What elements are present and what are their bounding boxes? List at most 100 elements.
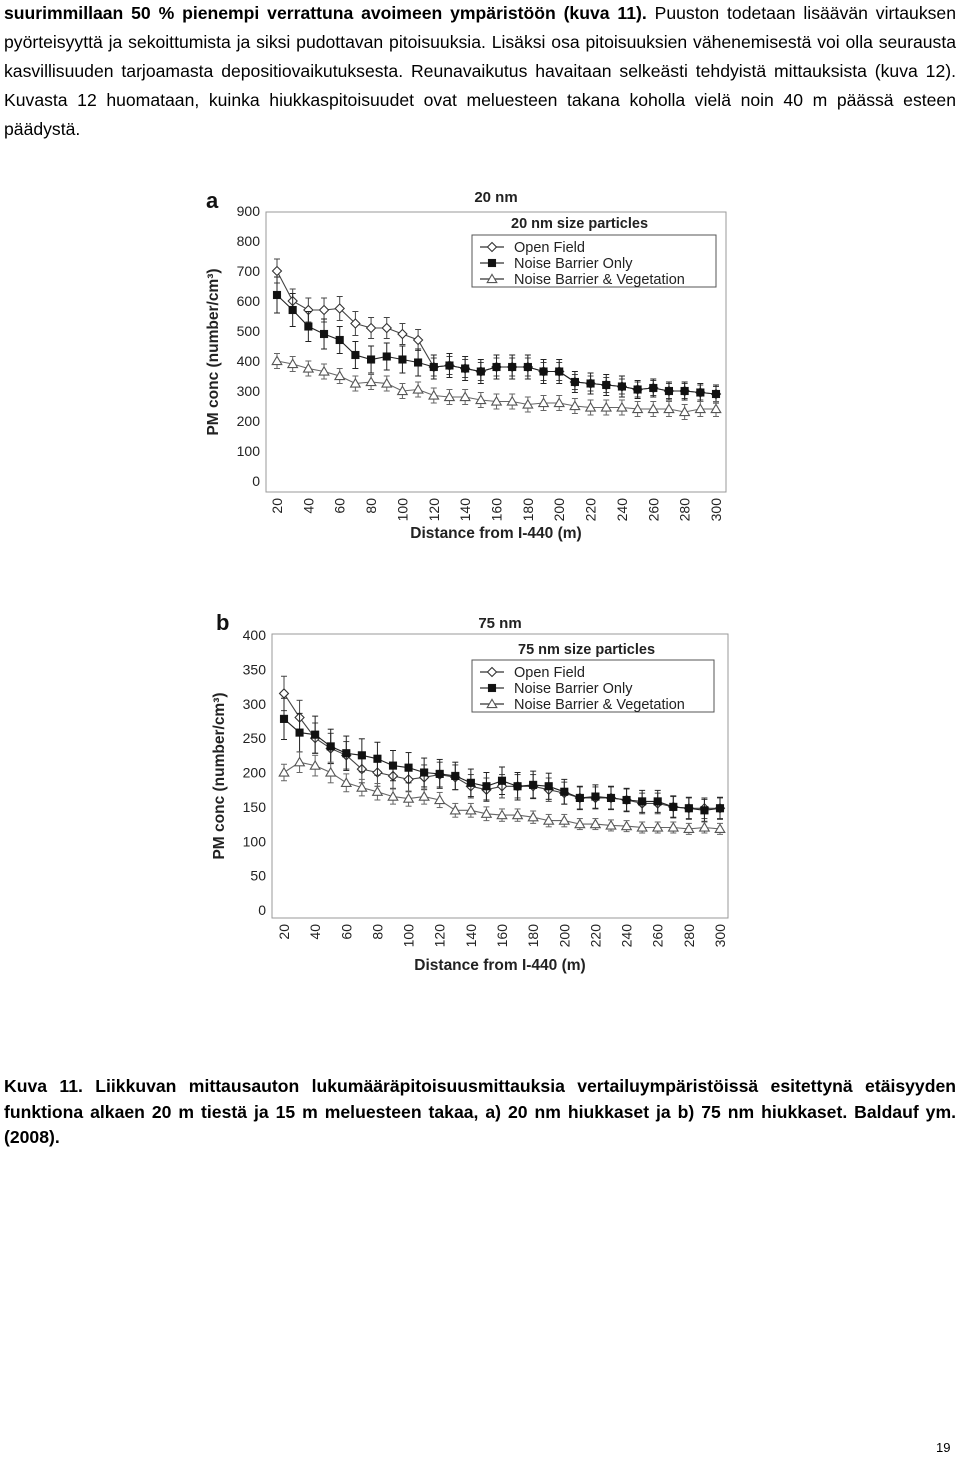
y-tick-label: 800 xyxy=(237,233,261,249)
data-point xyxy=(365,376,377,387)
data-point xyxy=(404,763,413,772)
data-point xyxy=(319,329,329,339)
data-point xyxy=(340,777,353,787)
figure-caption: Kuva 11. Liikkuvan mittausauton lukumäär… xyxy=(4,1076,956,1148)
x-tick-label: 60 xyxy=(338,924,354,940)
legend-marker xyxy=(486,241,498,253)
data-point xyxy=(616,401,628,412)
data-point xyxy=(653,797,662,806)
data-point xyxy=(492,362,501,372)
y-tick-label: 100 xyxy=(243,833,267,849)
data-point xyxy=(649,383,658,393)
data-point xyxy=(388,761,398,770)
data-point xyxy=(293,756,306,767)
x-tick-label: 200 xyxy=(551,498,567,522)
data-point xyxy=(684,804,693,813)
legend-entry: Noise Barrier Only xyxy=(514,256,633,272)
data-point xyxy=(271,265,283,277)
data-point xyxy=(513,782,522,791)
data-point xyxy=(591,792,600,801)
x-tick-label: 20 xyxy=(269,498,285,514)
x-tick-label: 280 xyxy=(677,498,693,522)
y-tick-label: 600 xyxy=(237,293,261,309)
data-point xyxy=(445,361,454,370)
legend-box xyxy=(471,234,717,288)
data-point xyxy=(350,318,361,329)
x-tick-label: 100 xyxy=(401,924,417,948)
data-point xyxy=(398,355,407,364)
data-point xyxy=(555,367,564,376)
data-point xyxy=(589,818,602,829)
data-point xyxy=(387,790,399,801)
data-point xyxy=(279,714,289,723)
y-tick-label: 900 xyxy=(237,203,261,219)
data-point xyxy=(475,394,487,405)
y-tick-label: 400 xyxy=(237,353,261,369)
data-point xyxy=(288,305,297,315)
y-tick-label: 0 xyxy=(252,473,260,489)
y-tick-label: 700 xyxy=(237,263,261,279)
data-point xyxy=(570,377,579,387)
data-point xyxy=(309,759,321,770)
data-point xyxy=(522,398,534,409)
x-tick-label: 100 xyxy=(394,498,410,522)
data-point xyxy=(523,362,532,372)
x-tick-label: 20 xyxy=(276,924,292,940)
y-tick-label: 300 xyxy=(237,383,261,399)
data-point xyxy=(429,362,438,372)
data-point xyxy=(373,754,382,763)
data-point xyxy=(365,322,377,334)
data-point xyxy=(449,804,462,815)
data-point xyxy=(575,793,584,802)
data-point xyxy=(357,751,366,760)
data-point xyxy=(412,334,424,346)
data-point xyxy=(620,820,633,831)
x-tick-label: 200 xyxy=(556,924,572,948)
legend-title: 20 nm size particles xyxy=(511,216,648,232)
x-tick-label: 160 xyxy=(494,924,510,948)
data-point xyxy=(574,818,586,829)
data-point xyxy=(435,769,444,778)
data-point xyxy=(311,730,320,739)
data-point xyxy=(480,808,493,818)
data-point xyxy=(542,814,555,825)
y-tick-label: 0 xyxy=(258,902,266,918)
data-point xyxy=(633,385,642,394)
data-point xyxy=(482,782,491,791)
data-point xyxy=(271,355,283,366)
y-tick-label: 300 xyxy=(243,696,267,712)
legend-box xyxy=(471,659,715,713)
data-point xyxy=(459,391,471,402)
data-point xyxy=(381,322,393,334)
data-point xyxy=(669,802,678,811)
y-tick-label: 250 xyxy=(243,730,267,746)
data-point xyxy=(490,395,503,406)
x-tick-label: 220 xyxy=(583,498,599,522)
data-point xyxy=(420,768,429,777)
y-tick-label: 150 xyxy=(243,799,267,815)
data-point xyxy=(397,328,408,340)
x-tick-label: 60 xyxy=(332,498,348,514)
x-tick-label: 240 xyxy=(614,498,630,522)
data-point xyxy=(663,403,675,414)
data-point xyxy=(508,362,517,372)
data-point xyxy=(511,809,524,820)
data-point xyxy=(700,806,709,815)
legend-entry: Noise Barrier & Vegetation xyxy=(514,272,685,288)
data-point xyxy=(302,362,315,373)
data-point xyxy=(651,821,664,832)
data-point xyxy=(606,793,616,802)
data-point xyxy=(318,365,330,376)
legend-marker xyxy=(487,258,497,268)
x-tick-label: 40 xyxy=(300,498,316,514)
x-tick-label: 80 xyxy=(363,498,379,514)
data-point xyxy=(638,797,647,806)
x-tick-label: 300 xyxy=(708,498,724,522)
data-point xyxy=(334,303,345,314)
y-tick-label: 500 xyxy=(237,323,261,339)
data-point xyxy=(380,377,393,388)
page-number: 19 xyxy=(936,1440,951,1455)
legend-marker xyxy=(486,698,498,709)
x-tick-label: 180 xyxy=(525,924,541,948)
